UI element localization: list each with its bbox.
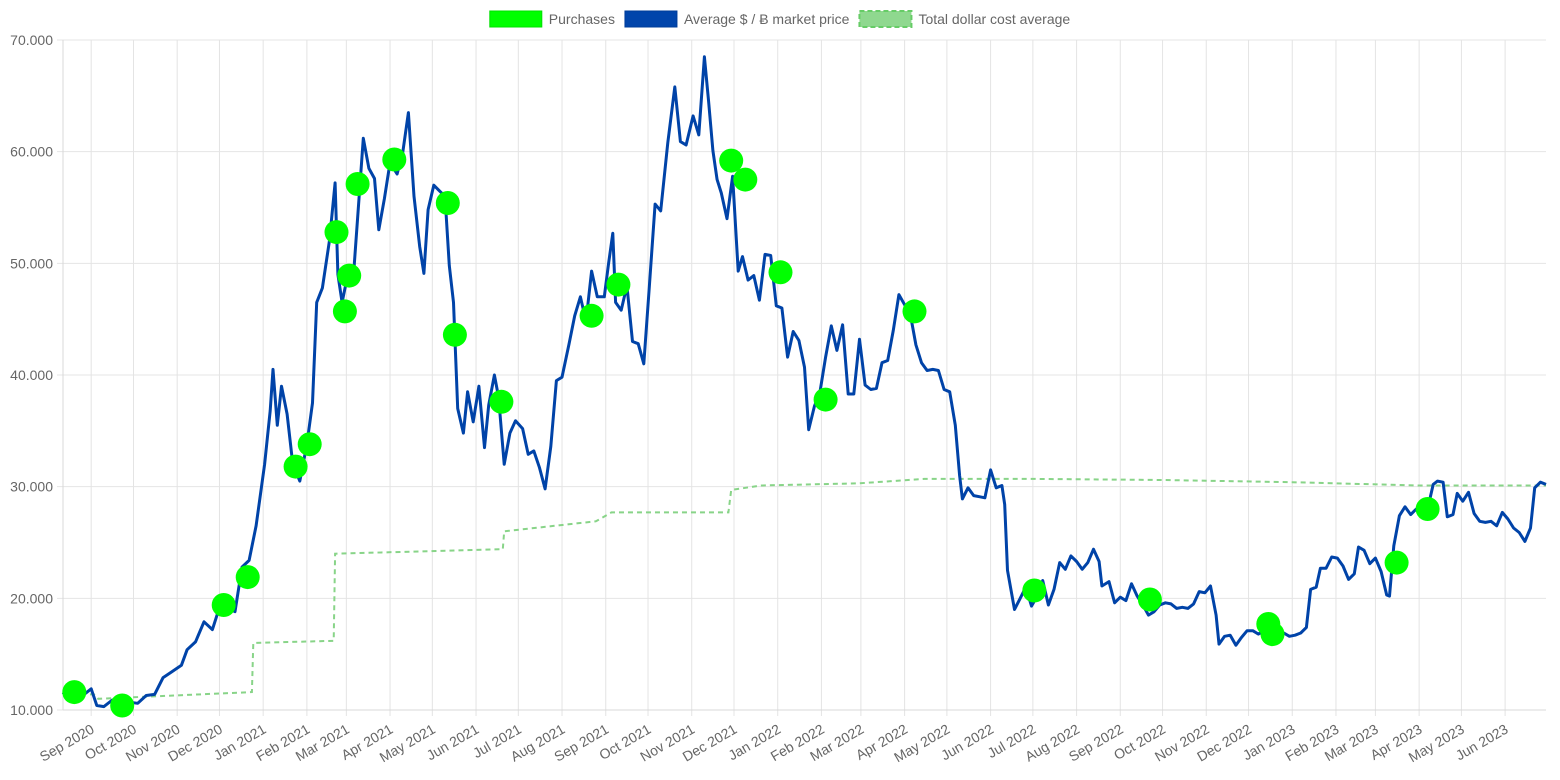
purchase-series (62, 147, 1440, 718)
purchase-point[interactable] (733, 167, 758, 192)
purchase-point[interactable] (813, 387, 838, 412)
purchase-point[interactable] (719, 148, 744, 173)
purchase-point[interactable] (1415, 497, 1440, 521)
legend-swatch (624, 10, 678, 28)
legend-label: Average $ / Ƀ market price (684, 11, 850, 27)
legend-swatch (489, 10, 543, 28)
purchase-point[interactable] (283, 454, 308, 479)
grid-lines (57, 39, 1546, 716)
dca-line (63, 477, 1546, 700)
purchase-point[interactable] (768, 260, 793, 285)
dca-series (63, 477, 1546, 700)
purchase-point[interactable] (324, 220, 349, 245)
y-tick-label: 10.000 (10, 702, 53, 718)
purchase-point[interactable] (382, 147, 407, 172)
purchase-point[interactable] (442, 322, 467, 347)
purchase-point[interactable] (435, 191, 460, 215)
purchase-point[interactable] (489, 389, 514, 414)
purchase-point[interactable] (345, 172, 370, 196)
legend[interactable]: Purchases Average $ / Ƀ market price Total… (489, 10, 1071, 28)
purchase-point[interactable] (1260, 622, 1285, 647)
purchase-point[interactable] (211, 593, 236, 617)
legend-item-purchases[interactable]: Purchases (489, 10, 615, 28)
purchase-point[interactable] (606, 272, 631, 297)
y-tick-label: 30.000 (10, 479, 53, 495)
purchase-point[interactable] (110, 693, 135, 718)
purchase-point[interactable] (1384, 550, 1409, 575)
legend-label: Total dollar cost average (918, 11, 1070, 27)
y-tick-label: 50.000 (10, 255, 53, 271)
purchase-point[interactable] (297, 432, 322, 457)
legend-swatch (858, 10, 913, 28)
purchase-point[interactable] (62, 680, 87, 705)
y-axis: 10.000 20.000 30.000 40.000 50.000 60.000 70.0… (10, 32, 53, 718)
purchase-point[interactable] (579, 303, 604, 328)
price-line (61, 55, 1547, 709)
price-series (61, 55, 1547, 709)
purchase-point[interactable] (332, 299, 357, 324)
purchase-point[interactable] (337, 263, 362, 288)
y-tick-label: 70.000 (10, 32, 53, 48)
purchase-point[interactable] (902, 299, 927, 324)
purchase-point[interactable] (235, 565, 260, 590)
legend-label: Purchases (549, 11, 615, 27)
y-tick-label: 60.000 (10, 144, 53, 160)
legend-item-price[interactable]: Average $ / Ƀ market price (624, 10, 850, 28)
purchase-point[interactable] (1137, 587, 1162, 612)
y-tick-label: 20.000 (10, 590, 53, 606)
legend-item-dca[interactable]: Total dollar cost average (858, 10, 1070, 28)
purchase-point[interactable] (1022, 578, 1047, 603)
y-tick-label: 40.000 (10, 367, 53, 383)
